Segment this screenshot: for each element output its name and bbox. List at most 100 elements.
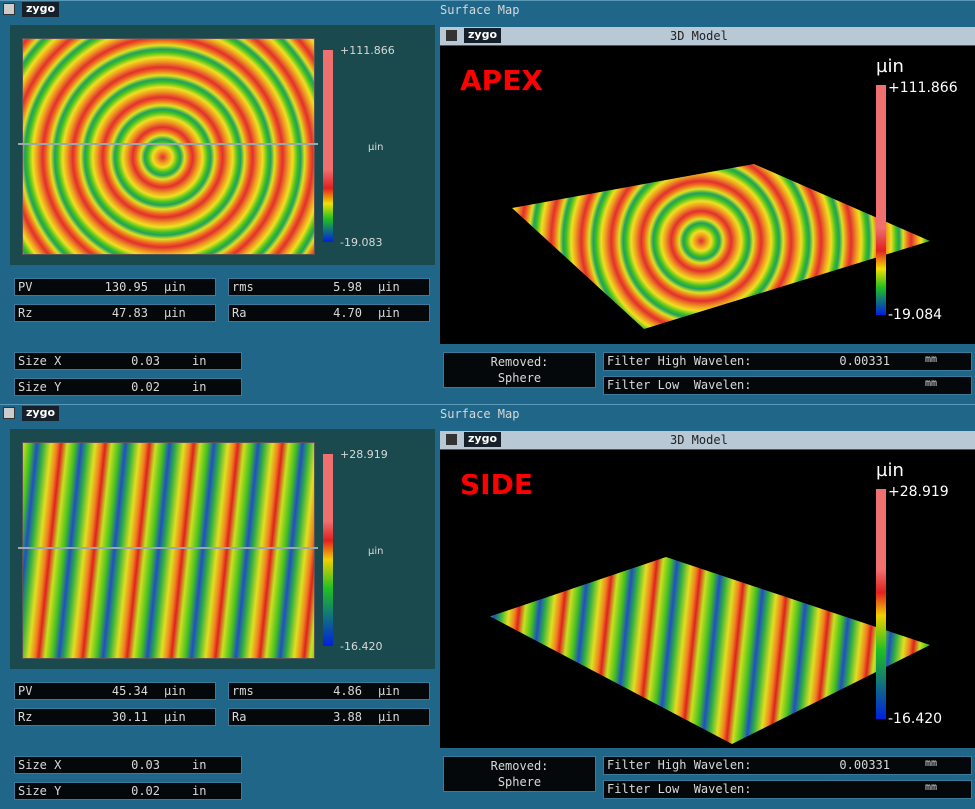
stat-value: 3.88	[333, 710, 362, 724]
model-title: 3D Model	[670, 433, 728, 447]
model-title: 3D Model	[670, 29, 728, 43]
colorbar	[323, 50, 333, 242]
model-colorbar	[876, 489, 886, 719]
stat-label: rms	[232, 280, 254, 294]
scale-max: +111.866	[340, 44, 395, 57]
stat-unit: µin	[164, 684, 186, 698]
model-scale-unit: µin	[876, 460, 904, 481]
model-colorbar	[876, 85, 886, 315]
size-value: 0.03	[131, 354, 160, 368]
size-label: Size Y	[18, 784, 62, 798]
scale-max: +28.919	[340, 448, 388, 461]
model-scale-min: -19.084	[888, 307, 943, 323]
size-unit: in	[192, 354, 207, 368]
stat-field	[14, 708, 216, 726]
filter-unit: mm	[925, 354, 938, 365]
filter-unit: mm	[925, 782, 938, 793]
profile-line	[18, 143, 318, 145]
filter-field	[603, 780, 972, 799]
scale-unit: µin	[368, 142, 384, 153]
stat-field	[14, 682, 216, 700]
stat-value: 5.98	[333, 280, 362, 294]
filter-value: 0.00331	[839, 354, 890, 368]
size-field	[14, 756, 242, 774]
stat-unit: µin	[378, 684, 400, 698]
size-unit: in	[192, 784, 207, 798]
scale-min: -16.420	[340, 640, 383, 653]
surface-map	[22, 442, 315, 659]
stat-field	[14, 278, 216, 296]
close-button[interactable]	[3, 407, 15, 419]
model-close[interactable]	[446, 30, 457, 41]
filter-field	[603, 756, 972, 775]
stat-label: Ra	[232, 306, 247, 320]
model-label: SIDE	[460, 468, 533, 501]
stat-value: 130.95	[104, 280, 148, 294]
stat-value: 4.70	[333, 306, 362, 320]
model-logo: zygo	[464, 28, 502, 43]
removed-field	[443, 352, 596, 388]
stat-unit: µin	[378, 710, 400, 724]
filter-label: Filter High Wavelen:	[607, 354, 752, 368]
stat-unit: µin	[378, 306, 400, 320]
model-scale-max: +111.866	[888, 80, 958, 96]
stat-label: PV	[18, 684, 33, 698]
scale-min: -19.083	[340, 236, 383, 249]
filter-label: Filter Low Wavelen:	[607, 378, 752, 392]
model-logo: zygo	[464, 432, 502, 447]
size-value: 0.02	[131, 380, 160, 394]
filter-field	[603, 376, 972, 395]
close-button[interactable]	[3, 3, 15, 15]
model-label: APEX	[460, 64, 543, 97]
window-title: Surface Map	[440, 407, 520, 421]
stat-label: Rz	[18, 306, 33, 320]
logo: zygo	[22, 406, 60, 421]
size-field	[14, 782, 242, 800]
removed-label: Removed:	[490, 355, 549, 369]
filter-label: Filter Low Wavelen:	[607, 782, 752, 796]
size-label: Size X	[18, 354, 62, 368]
stat-value: 4.86	[333, 684, 362, 698]
size-value: 0.03	[131, 758, 160, 772]
model-scale-unit: µin	[876, 56, 904, 77]
filter-unit: mm	[925, 378, 938, 389]
filter-unit: mm	[925, 758, 938, 769]
size-field	[14, 378, 242, 396]
model-titlebar	[440, 27, 975, 45]
removed-field	[443, 756, 596, 792]
size-unit: in	[192, 758, 207, 772]
size-unit: in	[192, 380, 207, 394]
stat-value: 47.83	[111, 306, 148, 320]
stat-unit: µin	[164, 306, 186, 320]
stat-value: 45.34	[111, 684, 148, 698]
stat-label: Ra	[232, 710, 247, 724]
removed-value: Sphere	[497, 371, 542, 385]
stat-field	[228, 708, 430, 726]
size-label: Size X	[18, 758, 62, 772]
filter-label: Filter High Wavelen:	[607, 758, 752, 772]
stat-field	[14, 304, 216, 322]
stat-field	[228, 304, 430, 322]
scale-unit: µin	[368, 546, 384, 557]
stat-field	[228, 278, 430, 296]
surface-map	[22, 38, 315, 255]
size-label: Size Y	[18, 380, 62, 394]
stat-label: PV	[18, 280, 33, 294]
size-value: 0.02	[131, 784, 160, 798]
stat-value: 30.11	[111, 710, 148, 724]
filter-value: 0.00331	[839, 758, 890, 772]
size-field	[14, 352, 242, 370]
model-scale-min: -16.420	[888, 711, 943, 727]
model-scale-max: +28.919	[888, 484, 949, 500]
removed-label: Removed:	[490, 759, 549, 773]
stat-label: rms	[232, 684, 254, 698]
stat-label: Rz	[18, 710, 33, 724]
profile-line	[18, 547, 318, 549]
model-close[interactable]	[446, 434, 457, 445]
logo: zygo	[22, 2, 60, 17]
stat-unit: µin	[164, 710, 186, 724]
removed-value: Sphere	[497, 775, 542, 789]
stat-unit: µin	[164, 280, 186, 294]
